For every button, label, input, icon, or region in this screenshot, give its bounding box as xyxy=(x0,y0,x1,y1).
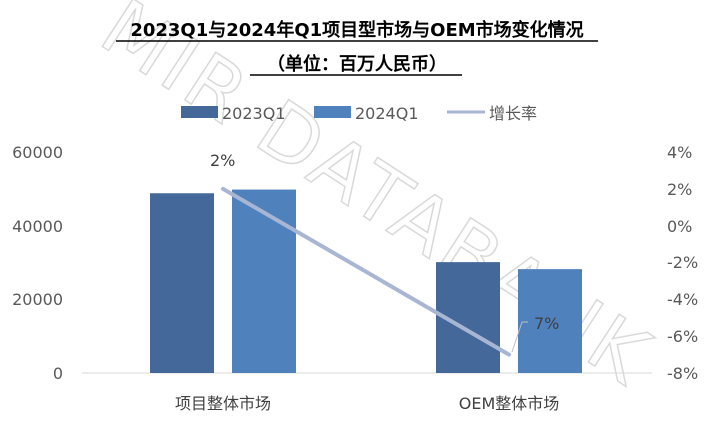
legend-label-growth: 增长率 xyxy=(489,104,537,123)
y-axis-left: 0 20000 40000 60000 xyxy=(12,143,63,383)
legend-label-2023q1: 2023Q1 xyxy=(222,104,286,123)
chart-title: 2023Q1与2024年Q1项目型市场与OEM市场变化情况 xyxy=(130,19,583,41)
data-label-leader xyxy=(511,321,528,353)
chart-subtitle: （单位：百万人民币） xyxy=(267,53,447,75)
y-tick-label: 20000 xyxy=(12,290,63,309)
bar-2024q1-0 xyxy=(232,189,296,373)
category-label-project: 项目整体市场 xyxy=(175,394,271,413)
data-label-growth-oem: 7% xyxy=(534,314,559,333)
y-axis-right: 4% 2% 0% -2% -4% -6% -8% xyxy=(667,143,698,383)
bar-2024q1-1 xyxy=(518,269,582,373)
y-tick-label: 40000 xyxy=(12,217,63,236)
bar-2023q1-0 xyxy=(150,193,214,373)
legend-swatch-2023q1 xyxy=(181,106,218,118)
data-label-growth-project: 2% xyxy=(210,151,235,170)
legend-swatch-2024q1 xyxy=(314,106,351,118)
y2-tick-label: 2% xyxy=(667,180,692,199)
y-tick-label: 0 xyxy=(53,364,63,383)
y2-tick-label: -8% xyxy=(667,364,698,383)
growth-rate-line xyxy=(221,186,511,357)
y-tick-label: 60000 xyxy=(12,143,63,162)
y2-tick-label: -2% xyxy=(667,253,698,272)
bar-series-group xyxy=(150,189,582,373)
growth-line-group xyxy=(221,186,511,357)
legend-label-2024q1: 2024Q1 xyxy=(355,104,419,123)
legend: 2023Q1 2024Q1 增长率 xyxy=(181,104,537,123)
y2-tick-label: -4% xyxy=(667,290,698,309)
y2-tick-label: 0% xyxy=(667,217,692,236)
y2-tick-label: -6% xyxy=(667,327,698,346)
y2-tick-label: 4% xyxy=(667,143,692,162)
category-label-oem: OEM整体市场 xyxy=(459,394,560,413)
